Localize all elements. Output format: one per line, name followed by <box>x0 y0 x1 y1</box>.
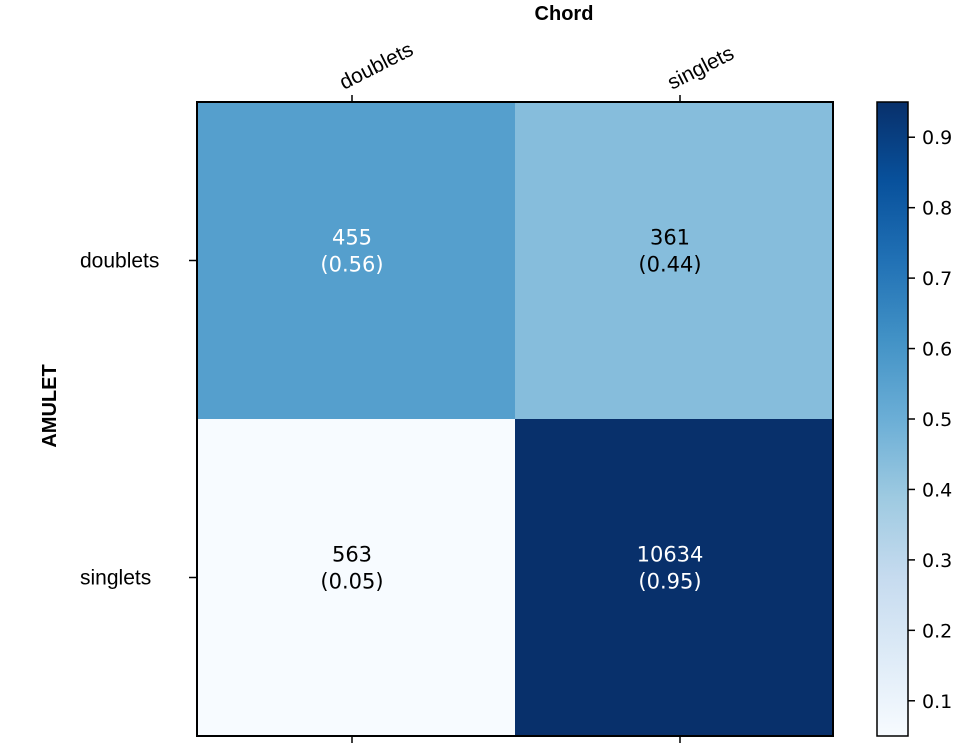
y-axis-title: AMULET <box>39 364 61 447</box>
colorbar-tick-label: 0.7 <box>922 268 952 290</box>
y-tick-label: singlets <box>80 567 151 590</box>
colorbar: 0.1 0.2 0.3 0.4 0.5 0.6 0.7 0.8 0.9 <box>876 101 952 737</box>
colorbar-tick-label: 0.2 <box>922 620 952 642</box>
cell-count-label: 455 <box>332 226 372 250</box>
colorbar-gradient <box>876 101 909 737</box>
cell-count-label: 361 <box>650 226 690 250</box>
colorbar-tick-label: 0.1 <box>922 691 952 713</box>
x-tick-label: singlets <box>664 42 738 95</box>
cell-count-label: 10634 <box>637 543 704 567</box>
heatmap-cell-labels: 455 (0.56) 361 (0.44) 563 (0.05) 10634 (0.95) <box>320 226 703 594</box>
heatmap-cell <box>515 419 833 736</box>
cell-fraction-label: (0.56) <box>320 253 383 277</box>
colorbar-tick-label: 0.9 <box>922 127 952 149</box>
cell-fraction-label: (0.05) <box>320 570 383 594</box>
colorbar-tick-label: 0.3 <box>922 550 952 572</box>
heatmap-cell <box>197 102 515 419</box>
cell-fraction-label: (0.44) <box>638 253 701 277</box>
plot-frame <box>196 101 834 737</box>
heatmap-cells <box>196 101 834 737</box>
y-tick-label: doublets <box>80 250 159 273</box>
heatmap-cell <box>197 419 515 736</box>
cell-fraction-label: (0.95) <box>638 570 701 594</box>
colorbar-tick-label: 0.6 <box>922 339 952 361</box>
x-axis-title: Chord <box>535 3 594 25</box>
colorbar-tick-label: 0.5 <box>922 409 952 431</box>
colorbar-tick-label: 0.8 <box>922 198 952 220</box>
cell-count-label: 563 <box>332 543 372 567</box>
heatmap-cell <box>515 102 833 419</box>
colorbar-tick-label: 0.4 <box>922 479 952 501</box>
x-tick-label: doublets <box>336 38 417 95</box>
